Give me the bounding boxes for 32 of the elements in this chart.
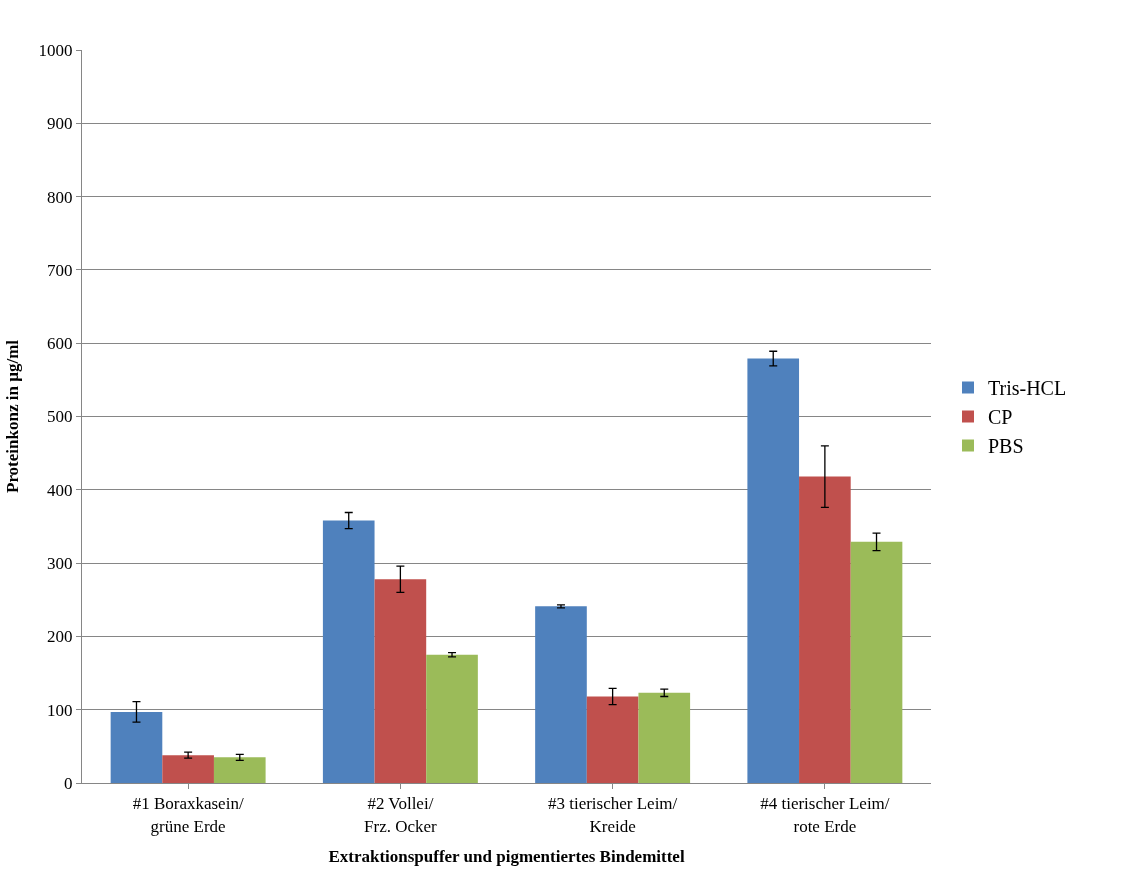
bar <box>799 476 851 783</box>
bar <box>374 579 427 783</box>
y-axis-title: Proteinkonz in µg/ml <box>3 339 23 494</box>
legend-label: Tris-HCL <box>987 377 1067 400</box>
y-tick-label: 0 <box>64 773 73 793</box>
y-tick-label: 400 <box>47 480 73 500</box>
x-tick-label: #3 tierischer Leim/ Kreide <box>547 794 678 836</box>
y-tick-label: 900 <box>47 114 73 134</box>
x-axis-title: Extraktionspuffer und pigmentiertes Bindemittel <box>328 846 685 866</box>
x-tick-label: #4 tierischer Leim/ rote Erde <box>760 794 890 836</box>
y-tick-label: 700 <box>47 260 73 280</box>
bar <box>747 358 800 783</box>
y-tick-label: 500 <box>47 407 73 427</box>
y-tick-label: 800 <box>47 187 73 207</box>
y-tick-label: 600 <box>47 334 73 354</box>
bar <box>535 606 587 783</box>
y-tick-label: 1000 <box>38 40 73 60</box>
y-tick-label: 300 <box>47 554 73 574</box>
y-tick-label: 200 <box>47 627 73 647</box>
legend-label: PBS <box>987 435 1024 458</box>
bar <box>110 711 163 783</box>
bar <box>426 654 478 783</box>
bar <box>850 541 903 783</box>
y-tick-label: 100 <box>47 700 73 720</box>
bar <box>162 755 214 783</box>
x-tick-label: #2 Vollei/ Frz. Ocker <box>364 794 438 836</box>
legend-label: CP <box>987 406 1013 429</box>
bar <box>638 692 691 783</box>
bar <box>322 520 375 783</box>
bar <box>213 757 266 783</box>
bar <box>586 696 639 783</box>
x-tick-label: #1 Boraxkasein/ grüne Erde <box>132 794 244 836</box>
